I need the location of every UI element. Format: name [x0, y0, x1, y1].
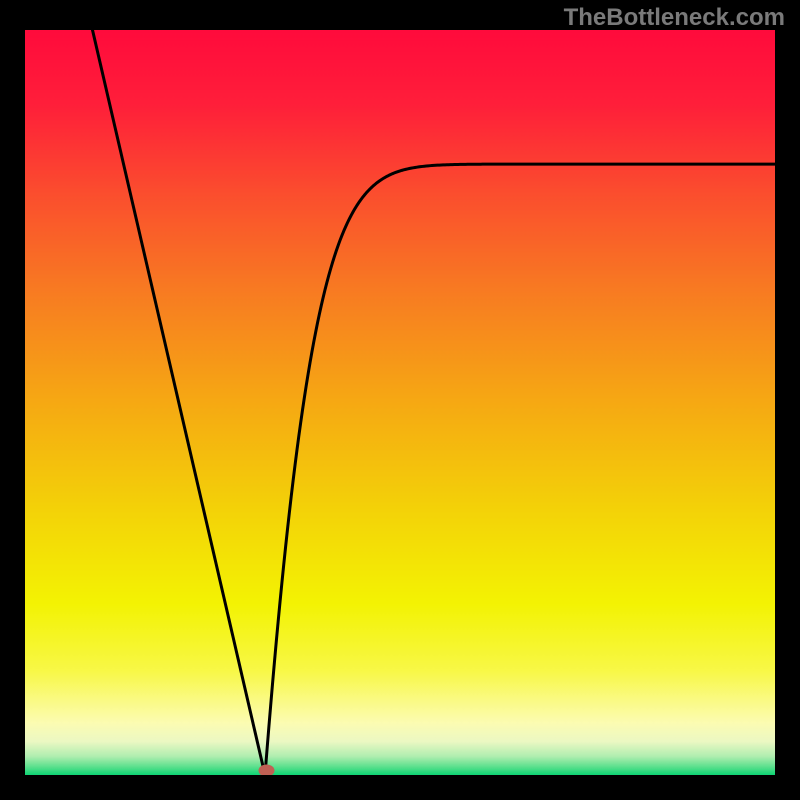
bottleneck-curve — [93, 30, 776, 775]
plot-svg — [25, 30, 775, 775]
optimal-point-marker — [259, 765, 275, 775]
watermark-text: TheBottleneck.com — [564, 4, 785, 32]
plot-area — [25, 30, 775, 775]
